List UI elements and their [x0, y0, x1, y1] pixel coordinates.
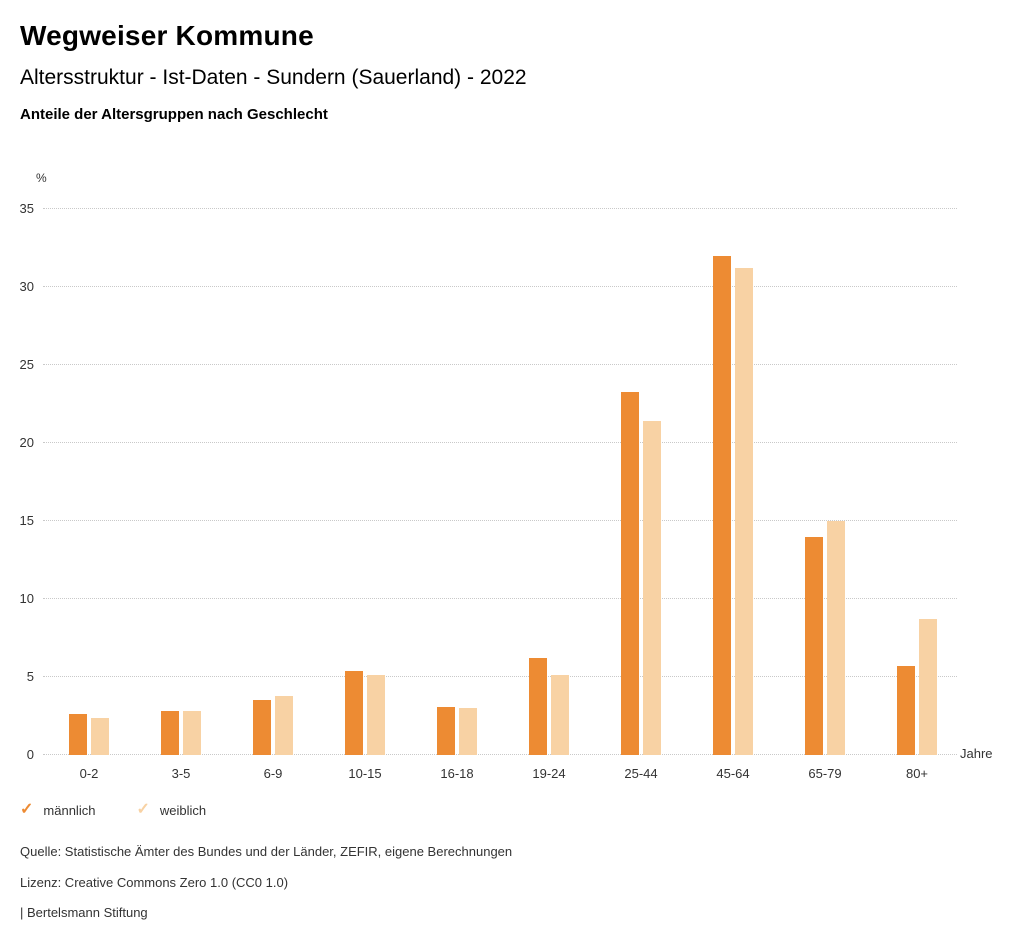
bar-männlich-6-9	[253, 700, 271, 755]
bar-männlich-10-15	[345, 670, 363, 755]
x-tick-label-19-24: 19-24	[532, 766, 566, 781]
y-tick-label-25: 25	[19, 357, 34, 372]
y-tick-label-5: 5	[26, 669, 34, 684]
bar-weiblich-6-9	[275, 695, 293, 755]
y-tick-label-10: 10	[19, 591, 34, 606]
gridline-10	[43, 598, 957, 599]
gridline-30	[43, 286, 957, 287]
bar-männlich-80+	[897, 666, 915, 755]
legend-item-label: männlich	[43, 802, 96, 818]
x-tick-label-6-9: 6-9	[263, 766, 283, 781]
x-axis-label: Jahre	[960, 746, 993, 761]
license-text: Lizenz: Creative Commons Zero 1.0 (CC0 1…	[20, 875, 289, 890]
y-axis-unit-label: %	[36, 171, 47, 185]
y-tick-label-35: 35	[19, 201, 34, 216]
check-icon: ✓	[20, 801, 34, 818]
attribution-text: | Bertelsmann Stiftung	[20, 905, 148, 920]
y-tick-label-20: 20	[19, 435, 34, 450]
bar-männlich-45-64	[713, 255, 731, 755]
check-icon: ✓	[136, 801, 150, 818]
bar-weiblich-19-24	[551, 675, 569, 755]
x-tick-label-3-5: 3-5	[171, 766, 191, 781]
gridline-0	[43, 754, 957, 755]
gridline-20	[43, 442, 957, 443]
gridline-5	[43, 676, 957, 677]
x-tick-label-80+: 80+	[905, 766, 929, 781]
legend-item-weiblich[interactable]: ✓ weiblich	[136, 802, 206, 818]
legend-item-männlich[interactable]: ✓ männlich	[20, 802, 95, 818]
chart-caption: Anteile der Altersgruppen nach Geschlech…	[20, 106, 328, 123]
plot-area: 0 5 10 15 20 25 30 35 0-2 3-5 6-9 10-15 16-18 19-24 25…	[20, 201, 963, 781]
bar-männlich-0-2	[69, 714, 87, 755]
x-tick-label-16-18: 16-18	[440, 766, 474, 781]
x-tick-label-65-79: 65-79	[808, 766, 842, 781]
y-tick-label-0: 0	[26, 747, 34, 762]
gridline-15	[43, 520, 957, 521]
y-tick-label-30: 30	[19, 279, 34, 294]
bar-männlich-16-18	[437, 706, 455, 755]
bar-weiblich-45-64	[735, 268, 753, 755]
bar-weiblich-3-5	[183, 711, 201, 755]
y-tick-label-15: 15	[19, 513, 34, 528]
bar-weiblich-65-79	[827, 521, 845, 755]
bar-männlich-65-79	[805, 536, 823, 755]
bar-weiblich-10-15	[367, 675, 385, 755]
source-text: Quelle: Statistische Ämter des Bundes un…	[20, 844, 513, 859]
x-tick-label-0-2: 0-2	[79, 766, 99, 781]
legend: ✓ männlich ✓ weiblich	[20, 802, 206, 818]
gridline-25	[43, 364, 957, 365]
bar-weiblich-80+	[919, 619, 937, 755]
x-tick-label-25-44: 25-44	[624, 766, 658, 781]
chart-subtitle: Altersstruktur - Ist-Daten - Sundern (Sa…	[20, 66, 527, 89]
bar-weiblich-0-2	[91, 717, 109, 755]
x-tick-label-10-15: 10-15	[348, 766, 382, 781]
bar-weiblich-16-18	[459, 708, 477, 755]
page-title: Wegweiser Kommune	[20, 20, 314, 51]
bar-männlich-19-24	[529, 658, 547, 755]
bar-männlich-3-5	[161, 711, 179, 755]
gridline-35	[43, 208, 957, 209]
bar-weiblich-25-44	[643, 421, 661, 755]
x-tick-label-45-64: 45-64	[716, 766, 750, 781]
legend-item-label: weiblich	[159, 802, 207, 818]
bar-männlich-25-44	[621, 391, 639, 755]
